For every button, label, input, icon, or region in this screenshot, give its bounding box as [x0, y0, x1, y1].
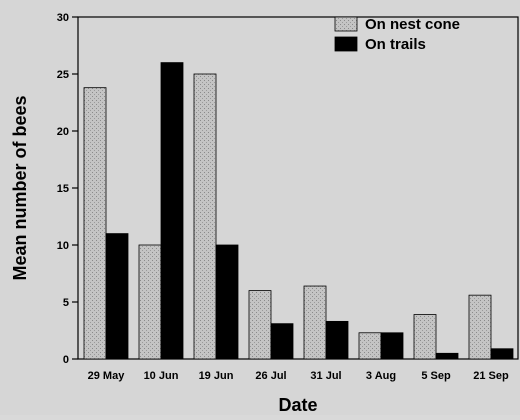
bar-trails [270, 323, 294, 360]
bar-nest-cone [303, 285, 327, 360]
legend-swatch-trails [334, 36, 358, 52]
y-tick-label: 25 [57, 69, 69, 81]
x-axis-title: Date [278, 395, 317, 415]
y-tick-label: 30 [57, 12, 69, 24]
bar-trails [435, 352, 459, 360]
bar-nest-cone [83, 87, 107, 360]
x-tick-label: 5 Sep [421, 370, 451, 382]
labels: 0 5 10 15 20 25 30 29 May 10 Jun 19 Jun 26 Jul 31 J… [10, 12, 509, 415]
bar-trails [105, 233, 129, 360]
y-tick-label: 0 [63, 354, 69, 366]
x-tick-label: 31 Jul [310, 370, 341, 382]
bar-trails [215, 244, 239, 360]
x-tick-label: 19 Jun [199, 370, 234, 382]
bar-trails [160, 62, 184, 360]
y-tick-label: 5 [63, 297, 69, 309]
bar-trails [380, 332, 404, 360]
bar-nest-cone [248, 290, 272, 360]
y-tick-label: 10 [57, 240, 69, 252]
x-tick-label: 21 Sep [473, 370, 509, 382]
bar-trails [490, 348, 514, 360]
legend-label-nest-cone: On nest cone [365, 16, 460, 33]
bars [83, 62, 514, 360]
x-tick-label: 26 Jul [255, 370, 286, 382]
y-tick-label: 15 [57, 183, 69, 195]
x-tick-label: 29 May [88, 370, 126, 382]
y-tick-label: 20 [57, 126, 69, 138]
bar-nest-cone [138, 244, 162, 360]
axes [72, 16, 519, 360]
x-tick-label: 3 Aug [366, 370, 396, 382]
bar-nest-cone [358, 332, 382, 360]
legend-label-trails: On trails [365, 36, 426, 53]
bar-trails [325, 320, 349, 360]
bar-nest-cone [468, 294, 492, 360]
bar-nest-cone [193, 73, 217, 360]
legend-swatch-nest-cone [334, 16, 358, 32]
bar-nest-cone [413, 314, 437, 360]
x-tick-label: 10 Jun [144, 370, 179, 382]
y-axis-title: Mean number of bees [10, 95, 30, 280]
legend: On nest cone On trails [334, 16, 460, 53]
